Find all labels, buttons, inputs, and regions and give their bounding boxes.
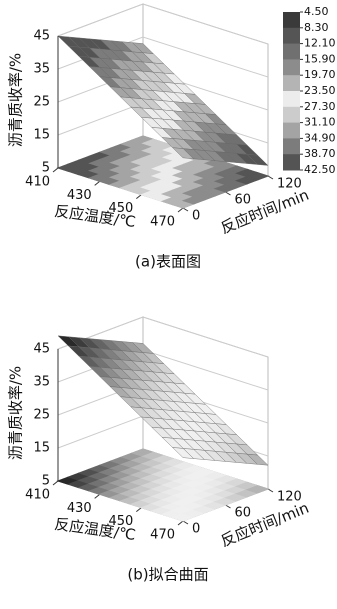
x-tick-label: 450 — [109, 514, 134, 529]
tick-mark — [182, 207, 189, 212]
z-tick-label: 5 — [42, 474, 50, 489]
y-tick-label: 60 — [235, 193, 252, 208]
z-tick-label: 15 — [33, 128, 50, 143]
x-tick-label: 430 — [67, 501, 92, 516]
z-tick-label: 35 — [33, 375, 50, 390]
colorbar-band — [283, 138, 300, 155]
caption: (a)表面图 — [135, 253, 201, 271]
x-tick-label: 430 — [67, 188, 92, 203]
colorbar-label: 27.30 — [304, 100, 336, 113]
z-tick-label: 25 — [33, 408, 50, 423]
x-tick-label: 450 — [109, 201, 134, 216]
y-axis-label: 反应时间/min — [218, 499, 311, 551]
tick-mark — [136, 194, 142, 200]
x-tick-label: 410 — [25, 488, 50, 503]
colorbar-label: 15.90 — [304, 52, 336, 65]
tick-mark — [225, 191, 231, 196]
colorbar-band — [283, 122, 300, 139]
z-axis-label: 沥青质收率/% — [7, 53, 25, 147]
colorbar-label: 8.30 — [304, 21, 329, 34]
tick-mark — [182, 520, 189, 525]
colorbar-label: 34.90 — [304, 131, 336, 144]
colorbar-label: 4.50 — [304, 5, 329, 18]
y-tick-label: 60 — [235, 506, 252, 521]
floor-contour — [245, 485, 270, 494]
colorbar-band — [283, 91, 300, 108]
tick-mark — [94, 493, 100, 499]
surface-patch — [172, 447, 195, 459]
z-tick-label: 5 — [42, 161, 50, 176]
colorbar-band — [283, 59, 300, 76]
z-tick-label: 45 — [33, 342, 50, 357]
tick-mark — [136, 507, 142, 513]
x-tick-label: 470 — [150, 215, 175, 230]
y-tick-label: 0 — [192, 522, 200, 537]
surface-patch — [172, 147, 195, 160]
tick-mark — [94, 180, 100, 186]
colorbar-band — [283, 43, 300, 60]
tick-mark — [225, 504, 231, 509]
z-tick-label: 15 — [33, 441, 50, 456]
colorbar-label: 31.10 — [304, 116, 336, 129]
tick-mark — [177, 520, 184, 526]
caption: (b)拟合曲面 — [127, 566, 208, 584]
y-axis-label: 反应时间/min — [218, 186, 311, 238]
colorbar-band — [283, 27, 300, 45]
x-tick-label: 410 — [25, 175, 50, 190]
colorbar-label: 19.70 — [304, 68, 336, 81]
colorbar-label: 42.50 — [304, 163, 336, 176]
floor-contour — [245, 172, 270, 181]
colorbar-label: 12.10 — [304, 37, 336, 50]
y-tick-label: 0 — [192, 209, 200, 224]
tick-mark — [267, 175, 274, 180]
tick-mark — [267, 488, 274, 493]
grid-line — [57, 3, 269, 45]
z-tick-label: 45 — [33, 29, 50, 44]
x-tick-label: 470 — [150, 528, 175, 543]
y-tick-label: 120 — [277, 177, 302, 192]
colorbar-label: 23.50 — [304, 84, 336, 97]
z-tick-label: 35 — [33, 62, 50, 77]
z-tick-label: 25 — [33, 95, 50, 110]
tick-mark — [52, 167, 59, 173]
colorbar-band — [283, 106, 300, 124]
colorbar-label: 38.70 — [304, 147, 336, 160]
tick-mark — [52, 480, 59, 486]
colorbar-band — [283, 154, 300, 171]
y-tick-label: 120 — [277, 490, 302, 505]
colorbar-band — [283, 12, 300, 29]
colorbar-band — [283, 75, 300, 92]
z-axis-label: 沥青质收率/% — [7, 366, 25, 460]
tick-mark — [177, 207, 184, 213]
